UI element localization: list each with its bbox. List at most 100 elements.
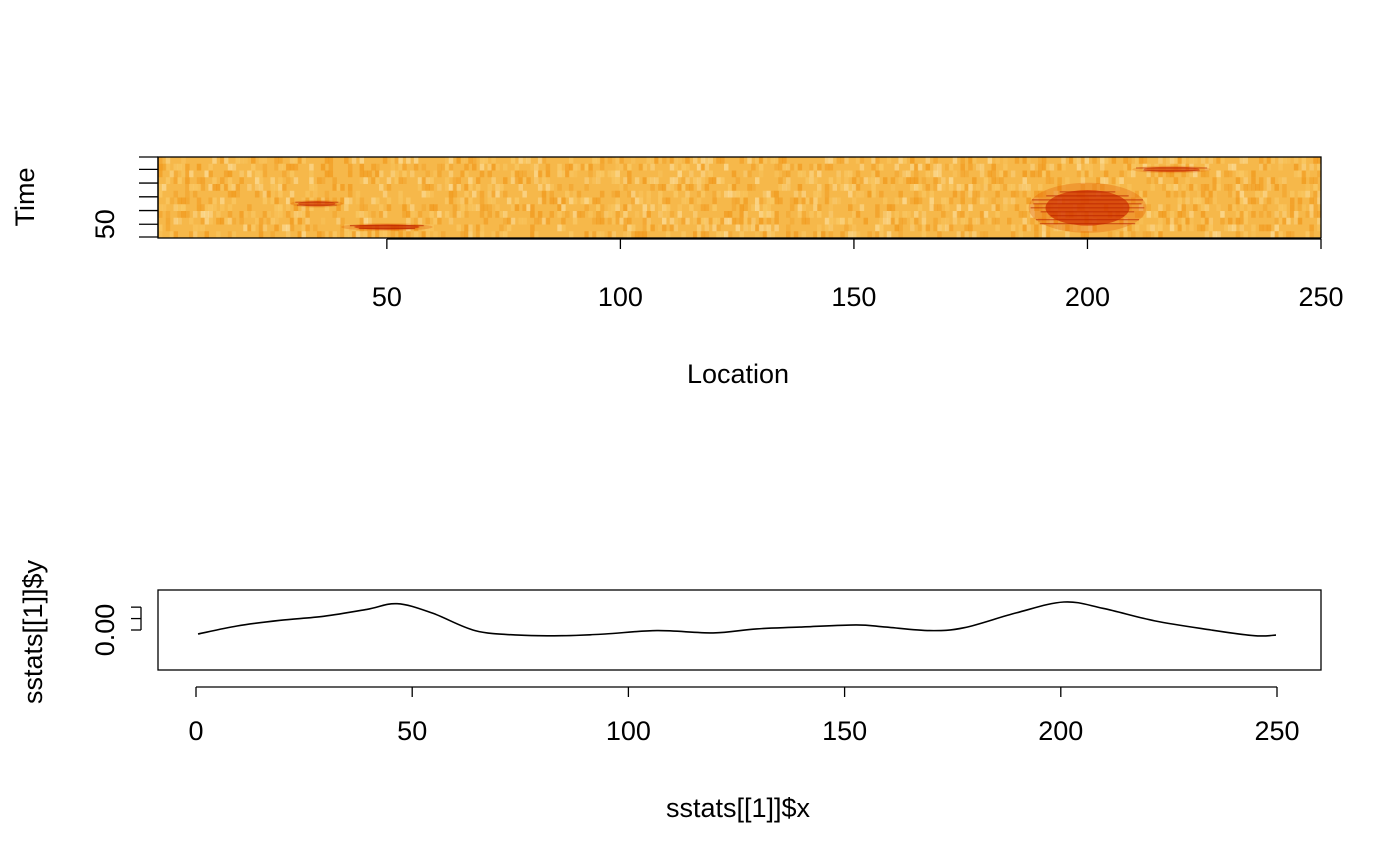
heatmap-cell bbox=[1134, 163, 1140, 171]
heatmap-cell bbox=[464, 190, 469, 198]
heatmap-cell bbox=[468, 231, 473, 238]
heatmap-cell bbox=[1208, 217, 1214, 225]
heatmap-cell bbox=[557, 163, 562, 171]
heatmap-cell bbox=[964, 231, 969, 238]
heatmap-cell bbox=[615, 157, 620, 164]
heatmap-cell bbox=[739, 231, 744, 238]
heatmap-cell bbox=[1057, 184, 1062, 191]
heatmap-cell bbox=[200, 224, 206, 232]
heatmap-cell bbox=[1301, 157, 1307, 164]
heatmap-cell bbox=[611, 211, 617, 218]
heatmap-cell bbox=[212, 197, 217, 205]
heatmap-cell bbox=[727, 190, 733, 198]
heatmap-cell bbox=[716, 217, 721, 225]
heatmap-cell bbox=[817, 170, 822, 178]
heatmap-cell bbox=[658, 190, 663, 198]
heatmap-cell bbox=[247, 224, 252, 232]
heatmap-cell bbox=[999, 170, 1004, 178]
heatmap-cell bbox=[285, 177, 291, 184]
heatmap-cell bbox=[468, 157, 473, 164]
heatmap-cell bbox=[611, 217, 617, 225]
heatmap-cell bbox=[251, 211, 256, 218]
heatmap-cell bbox=[1142, 163, 1148, 171]
heatmap-cell bbox=[1181, 157, 1186, 164]
heatmap-cell bbox=[274, 211, 279, 218]
heatmap-cell bbox=[758, 163, 764, 171]
heatmap-cell bbox=[1251, 184, 1256, 191]
heatmap-cell bbox=[720, 231, 725, 238]
heatmap-cell bbox=[1317, 190, 1321, 198]
heatmap-cell bbox=[495, 190, 500, 198]
heatmap-cell bbox=[925, 163, 931, 171]
heatmap-cell bbox=[1173, 190, 1179, 198]
heatmap-cell bbox=[332, 231, 337, 238]
heatmap-cell bbox=[1014, 157, 1020, 164]
heatmap-cell bbox=[1274, 211, 1279, 218]
heatmap-cell bbox=[944, 224, 950, 232]
heatmap-cell bbox=[673, 190, 679, 198]
heatmap-cell bbox=[433, 204, 438, 211]
heatmap-cell bbox=[848, 170, 853, 178]
heatmap-cell bbox=[1189, 163, 1194, 171]
heatmap-cell bbox=[328, 157, 334, 164]
heatmap-cell bbox=[809, 211, 814, 218]
heatmap-cell bbox=[1103, 177, 1109, 184]
heatmap-cell bbox=[452, 204, 458, 211]
heatmap-cell bbox=[216, 184, 221, 191]
heatmap-cell bbox=[855, 157, 861, 164]
heatmap-cell bbox=[630, 190, 636, 198]
heatmap-cell bbox=[898, 190, 903, 198]
heatmap-cell bbox=[1034, 190, 1039, 198]
heatmap-cell bbox=[359, 211, 365, 218]
line-x-tick-label: 250 bbox=[1254, 716, 1299, 746]
heatmap-cell bbox=[673, 224, 679, 232]
heatmap-cell bbox=[227, 177, 233, 184]
heatmap-cell bbox=[278, 163, 283, 171]
heatmap-cell bbox=[689, 170, 694, 178]
heatmap-cell bbox=[1018, 231, 1024, 238]
heatmap-cell bbox=[1177, 211, 1183, 218]
heatmap-cell bbox=[836, 170, 841, 178]
heatmap-cell bbox=[437, 211, 442, 218]
heatmap-cell bbox=[568, 163, 574, 171]
heatmap-cell bbox=[1227, 204, 1233, 211]
heatmap-cell bbox=[1212, 177, 1217, 184]
heatmap-cell bbox=[1313, 190, 1318, 198]
heatmap-cell bbox=[181, 157, 186, 164]
heatmap-cell bbox=[824, 190, 830, 198]
heatmap-cell bbox=[429, 190, 434, 198]
heatmap-cell bbox=[1193, 184, 1198, 191]
heatmap-cell bbox=[479, 224, 485, 232]
heatmap-cell bbox=[254, 217, 260, 225]
heatmap-cell bbox=[886, 217, 892, 225]
heatmap-cell bbox=[933, 177, 938, 184]
heatmap-cell bbox=[1293, 157, 1299, 164]
heatmap-cell bbox=[452, 211, 458, 218]
heatmap-cell bbox=[603, 211, 609, 218]
heatmap-cell bbox=[669, 184, 675, 191]
heatmap-cell bbox=[254, 177, 260, 184]
heatmap-cell bbox=[1196, 190, 1202, 198]
heatmap-cell bbox=[615, 177, 620, 184]
heatmap-cell bbox=[251, 157, 256, 164]
heatmap-cell bbox=[1169, 170, 1175, 178]
heatmap-cell bbox=[797, 184, 803, 191]
heatmap-cell bbox=[472, 190, 477, 198]
heatmap-cell bbox=[359, 157, 365, 164]
heatmap-cell bbox=[658, 170, 663, 178]
heatmap-cell bbox=[1220, 217, 1225, 225]
heatmap-cell bbox=[681, 197, 686, 205]
heatmap-cell bbox=[158, 211, 163, 218]
heatmap-cell bbox=[487, 197, 492, 205]
heatmap-cell bbox=[204, 204, 209, 211]
heatmap-cell bbox=[1212, 190, 1217, 198]
heatmap-cell bbox=[762, 157, 768, 164]
heatmap-cell bbox=[1231, 190, 1237, 198]
heatmap-cell bbox=[731, 197, 737, 205]
heatmap-cell bbox=[1243, 217, 1248, 225]
heatmap-cell bbox=[921, 217, 927, 225]
heatmap-cell bbox=[673, 157, 679, 164]
heatmap-cell bbox=[1282, 157, 1287, 164]
heatmap-cell bbox=[262, 190, 268, 198]
heatmap-cell bbox=[1231, 204, 1237, 211]
